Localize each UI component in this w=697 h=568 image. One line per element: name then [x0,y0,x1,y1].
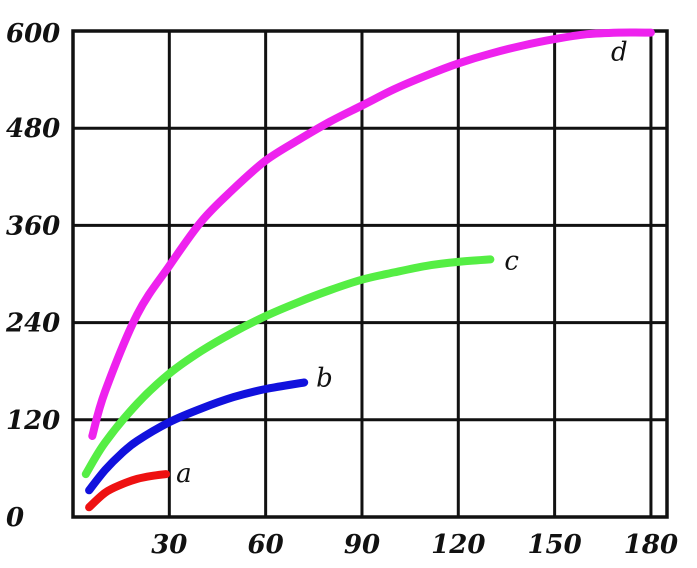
series-label-c: c [504,246,519,276]
y-tick-label-360: 360 [6,211,60,241]
series-label-d: d [611,38,628,68]
series-line-c [81,255,495,479]
y-tick-label-240: 240 [5,309,60,339]
grid [71,29,669,519]
x-tick-label-180: 180 [624,530,678,560]
x-tick-label-90: 90 [344,530,380,560]
series-line-b [85,378,309,495]
x-tick-label-120: 120 [431,530,485,560]
series-line-a [85,470,171,512]
y-tick-label-120: 120 [6,406,60,436]
x-tick-label-150: 150 [527,530,581,560]
plot-frame [71,29,669,519]
series-label-b: b [316,364,333,394]
series-layer [81,28,655,512]
x-tick-label-30: 30 [151,530,187,560]
y-tick-label-600: 600 [6,19,60,49]
y-tick-labels: 0 120 240 360 480 600 [5,19,60,533]
series-label-a: a [176,459,192,489]
x-tick-labels: 30 60 90 120 150 180 [151,530,678,560]
x-tick-label-60: 60 [248,530,284,560]
series-labels: a b c d [176,38,627,489]
y-tick-label-480: 480 [6,114,60,144]
series-line-d [88,28,655,440]
y-tick-label-0: 0 [6,503,24,533]
